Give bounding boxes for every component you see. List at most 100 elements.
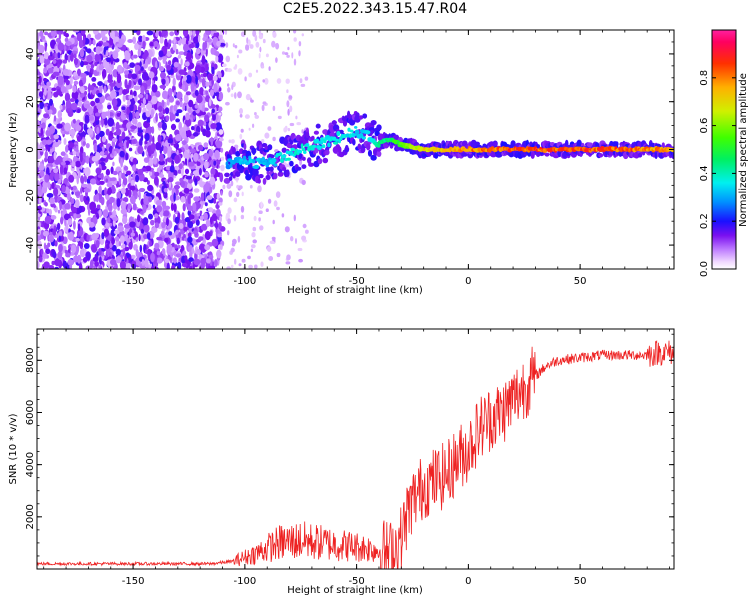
heatmap-cell <box>44 202 48 207</box>
heatmap-cell <box>214 150 220 159</box>
heatmap-cell <box>148 213 153 220</box>
heatmap-cell <box>227 230 230 236</box>
heatmap-cell <box>258 210 263 214</box>
heatmap-cell <box>46 208 50 214</box>
heatmap-cell <box>57 118 61 124</box>
heatmap-cell <box>83 175 87 183</box>
heatmap-cell <box>116 73 122 84</box>
heatmap-cell <box>233 197 238 203</box>
heatmap-cell <box>83 243 90 249</box>
heatmap-cell <box>101 68 107 79</box>
heatmap-cell <box>45 248 51 255</box>
heatmap-cell <box>187 194 191 205</box>
heatmap-cell <box>267 144 273 151</box>
heatmap-cell <box>111 126 114 133</box>
heatmap-cell <box>146 30 154 36</box>
heatmap-cell <box>121 131 126 140</box>
heatmap-cell <box>64 203 71 210</box>
heatmap-cell <box>202 41 206 51</box>
y-tick-label: 0 <box>25 146 36 152</box>
heatmap-cell <box>59 104 63 110</box>
heatmap-cell <box>303 150 307 154</box>
heatmap-cell <box>173 184 180 190</box>
heatmap-cell <box>39 55 45 64</box>
heatmap-cell <box>159 36 164 44</box>
heatmap-cell <box>227 207 232 214</box>
heatmap-cell <box>245 173 252 181</box>
heatmap-cell <box>135 174 140 183</box>
heatmap-cell <box>148 196 153 203</box>
heatmap-cell <box>205 63 209 72</box>
heatmap-cell <box>43 261 50 269</box>
heatmap-cell <box>122 247 126 257</box>
heatmap-cell <box>122 94 126 102</box>
spectrogram-heatmap <box>37 30 674 269</box>
heatmap-cell <box>129 94 133 100</box>
heatmap-cell <box>121 172 126 180</box>
colorbar-frame <box>711 29 737 270</box>
heatmap-cell <box>131 139 136 145</box>
heatmap-cell <box>199 264 205 269</box>
heatmap-cell <box>38 124 43 128</box>
heatmap-cell <box>80 88 85 94</box>
heatmap-cell <box>110 55 114 65</box>
heatmap-cell <box>277 115 282 120</box>
heatmap-cell <box>234 177 240 181</box>
heatmap-cell <box>213 32 217 38</box>
heatmap-cell <box>57 110 62 119</box>
heatmap-cell <box>373 149 378 156</box>
heatmap-cell <box>129 185 136 191</box>
heatmap-cell <box>161 230 165 236</box>
heatmap-cell <box>349 129 354 133</box>
heatmap-cell <box>220 190 223 196</box>
heatmap-cell <box>260 261 264 268</box>
heatmap-cell <box>253 215 257 222</box>
heatmap-cell <box>139 61 142 68</box>
heatmap-cell <box>82 257 88 263</box>
heatmap-cell <box>185 74 192 84</box>
heatmap-cell <box>70 52 74 62</box>
heatmap-cell <box>44 43 47 52</box>
heatmap-cell <box>106 243 110 250</box>
heatmap-cell <box>182 203 186 212</box>
heatmap-cell <box>146 180 150 185</box>
heatmap-cell <box>153 40 159 48</box>
heatmap-cell <box>225 212 230 220</box>
heatmap-cell <box>160 171 163 179</box>
heatmap-cell <box>132 157 138 165</box>
heatmap-cell <box>327 142 331 148</box>
heatmap-cell <box>53 115 57 122</box>
heatmap-cell <box>239 167 244 174</box>
heatmap-cell <box>154 213 159 219</box>
heatmap-cell <box>155 141 162 151</box>
heatmap-cell <box>179 177 184 183</box>
heatmap-cell <box>158 112 163 117</box>
heatmap-cell <box>175 118 181 123</box>
heatmap-cell <box>82 36 86 45</box>
heatmap-cell <box>142 204 147 214</box>
heatmap-cell <box>183 150 189 159</box>
heatmap-cell <box>123 223 131 229</box>
heatmap-cell <box>106 57 112 63</box>
heatmap-cell <box>159 66 164 72</box>
heatmap-cell <box>252 226 257 232</box>
heatmap-cell <box>44 31 49 36</box>
heatmap-cell <box>180 244 185 252</box>
heatmap-cell <box>173 61 179 68</box>
heatmap-cell <box>293 37 297 42</box>
heatmap-cell <box>127 203 132 210</box>
heatmap-cell <box>141 71 149 81</box>
heatmap-cell <box>37 103 40 108</box>
snr-x-axis-label: Height of straight line (km) <box>287 585 423 596</box>
heatmap-cell <box>224 172 230 178</box>
heatmap-cell <box>73 57 79 66</box>
heatmap-cell <box>119 172 122 179</box>
heatmap-cell <box>273 200 278 207</box>
heatmap-cell <box>264 145 269 150</box>
heatmap-cell <box>227 87 231 93</box>
heatmap-cell <box>74 191 81 197</box>
heatmap-cell <box>41 122 46 130</box>
heatmap-cell <box>111 237 116 245</box>
heatmap-cell <box>83 188 91 193</box>
heatmap-cell <box>314 138 320 144</box>
